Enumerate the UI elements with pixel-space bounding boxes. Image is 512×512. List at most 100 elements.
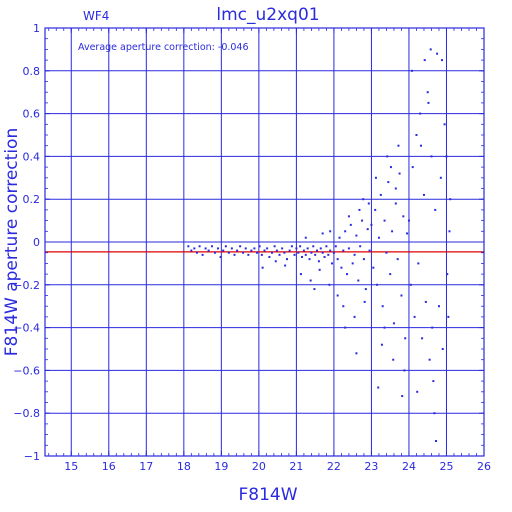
data-point [236, 249, 239, 252]
data-point [448, 230, 451, 233]
data-point [434, 208, 437, 211]
data-point [402, 215, 405, 218]
data-point [301, 255, 304, 258]
data-point [406, 232, 409, 235]
data-point [421, 337, 424, 340]
data-point [222, 249, 225, 252]
data-point [334, 245, 337, 248]
data-point [275, 249, 278, 252]
x-tick-label: 20 [252, 460, 266, 473]
y-tick-label: −0.4 [13, 322, 40, 335]
data-point [286, 258, 289, 261]
data-point [255, 251, 258, 254]
y-tick-label: 1 [33, 22, 40, 35]
data-point [349, 223, 352, 226]
data-point [355, 234, 358, 237]
x-tick-label: 15 [64, 460, 78, 473]
data-point [224, 245, 227, 248]
data-point [441, 348, 444, 350]
x-axis-label: F814W [238, 485, 297, 505]
data-point [347, 215, 350, 218]
data-point [361, 219, 364, 222]
data-point [404, 337, 407, 340]
data-point [198, 245, 201, 248]
data-point [290, 245, 293, 248]
data-point [323, 255, 326, 258]
data-point [328, 283, 331, 286]
data-point [416, 390, 419, 393]
data-point [394, 187, 397, 190]
data-point [321, 232, 324, 235]
data-point [213, 251, 216, 254]
data-point [391, 230, 394, 233]
data-point [258, 245, 261, 248]
data-point [427, 101, 430, 104]
y-tick-label: 0.4 [23, 150, 41, 163]
data-point [430, 155, 433, 158]
data-point [271, 251, 274, 254]
data-point [403, 369, 406, 372]
data-point [401, 395, 404, 398]
data-point [364, 288, 367, 291]
data-point [440, 59, 443, 62]
data-point [413, 315, 416, 318]
data-point [308, 258, 311, 261]
data-point [338, 236, 341, 239]
data-point [227, 251, 230, 254]
data-point [431, 326, 434, 329]
data-point [321, 251, 324, 254]
data-point [317, 260, 320, 263]
data-point [429, 48, 432, 51]
data-point [358, 208, 361, 211]
points-layer [187, 48, 452, 443]
data-point [353, 315, 356, 318]
data-point [319, 247, 322, 250]
data-point [357, 279, 360, 282]
x-tick-label: 16 [102, 460, 116, 473]
data-point [332, 251, 335, 254]
data-point [359, 245, 362, 248]
data-point [342, 249, 345, 252]
data-point [447, 315, 450, 318]
data-point [434, 440, 437, 443]
data-point [293, 253, 296, 256]
data-point [394, 202, 397, 205]
data-point [423, 59, 426, 62]
y-tick-label: 0.2 [23, 193, 41, 206]
data-point [299, 245, 302, 248]
data-point [190, 249, 193, 252]
data-point [407, 219, 410, 222]
data-point [299, 273, 302, 276]
data-point [411, 166, 414, 169]
data-point [273, 245, 276, 248]
data-point [377, 386, 380, 389]
data-point [410, 69, 413, 72]
data-point [309, 279, 312, 282]
data-point [419, 112, 422, 115]
grid-layer [45, 28, 484, 456]
data-point [374, 208, 377, 211]
y-tick-label: 0.8 [23, 65, 41, 78]
data-point [331, 262, 334, 265]
data-point [347, 247, 350, 250]
data-point [417, 262, 420, 265]
data-point [381, 305, 384, 308]
data-point [426, 91, 429, 94]
data-point [187, 245, 190, 248]
data-point [436, 52, 439, 55]
data-point [336, 294, 339, 297]
data-point [379, 193, 382, 196]
y-axis-label: F814W aperture correction [2, 128, 22, 356]
data-point [244, 247, 247, 250]
panel-label: WF4 [83, 9, 109, 23]
data-point [383, 326, 386, 329]
data-point [392, 322, 395, 325]
data-point [342, 305, 345, 308]
data-point [340, 266, 343, 269]
data-point [351, 262, 354, 265]
data-point [355, 352, 358, 355]
y-tick-label: −0.6 [13, 364, 40, 377]
data-point [327, 253, 330, 256]
data-point [389, 273, 392, 276]
tick-layer [45, 27, 485, 457]
